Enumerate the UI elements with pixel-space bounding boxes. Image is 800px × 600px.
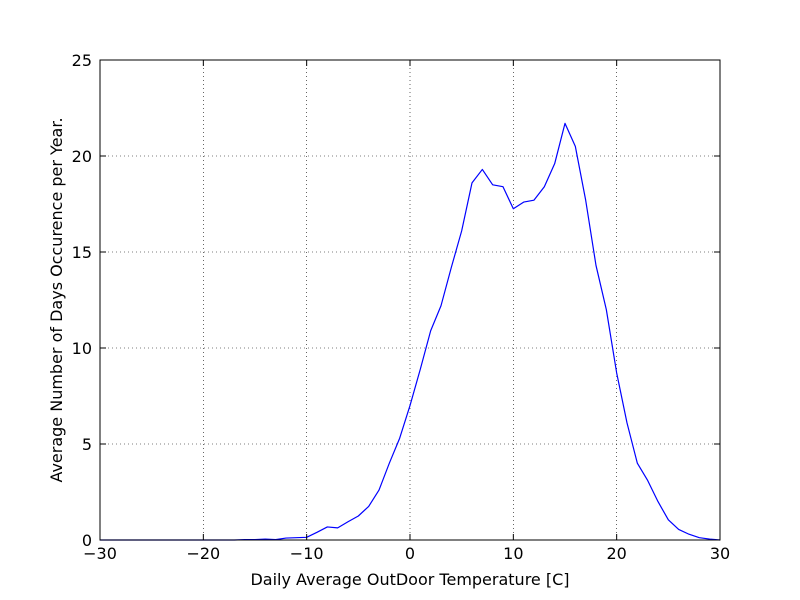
x-tick-label: −30	[83, 544, 117, 563]
x-tick-label: −10	[290, 544, 324, 563]
x-tick-label: 30	[710, 544, 730, 563]
y-axis-label: Average Number of Days Occurence per Yea…	[47, 117, 66, 482]
x-tick-label: 20	[606, 544, 626, 563]
y-tick-label: 10	[72, 339, 92, 358]
grid-lines	[100, 60, 720, 540]
axis-ticks	[99, 59, 721, 541]
y-tick-label: 25	[72, 51, 92, 70]
y-tick-label: 5	[82, 435, 92, 454]
x-tick-label: 0	[405, 544, 415, 563]
y-tick-labels: 0 5 10 15 20 25	[72, 51, 92, 550]
y-tick-label: 20	[72, 147, 92, 166]
y-tick-label: 0	[82, 531, 92, 550]
x-tick-labels: −30 −20 −10 0 10 20 30	[83, 544, 730, 563]
x-tick-label: −20	[186, 544, 220, 563]
y-tick-label: 15	[72, 243, 92, 262]
x-axis-label: Daily Average OutDoor Temperature [C]	[250, 570, 569, 589]
x-tick-label: 10	[503, 544, 523, 563]
